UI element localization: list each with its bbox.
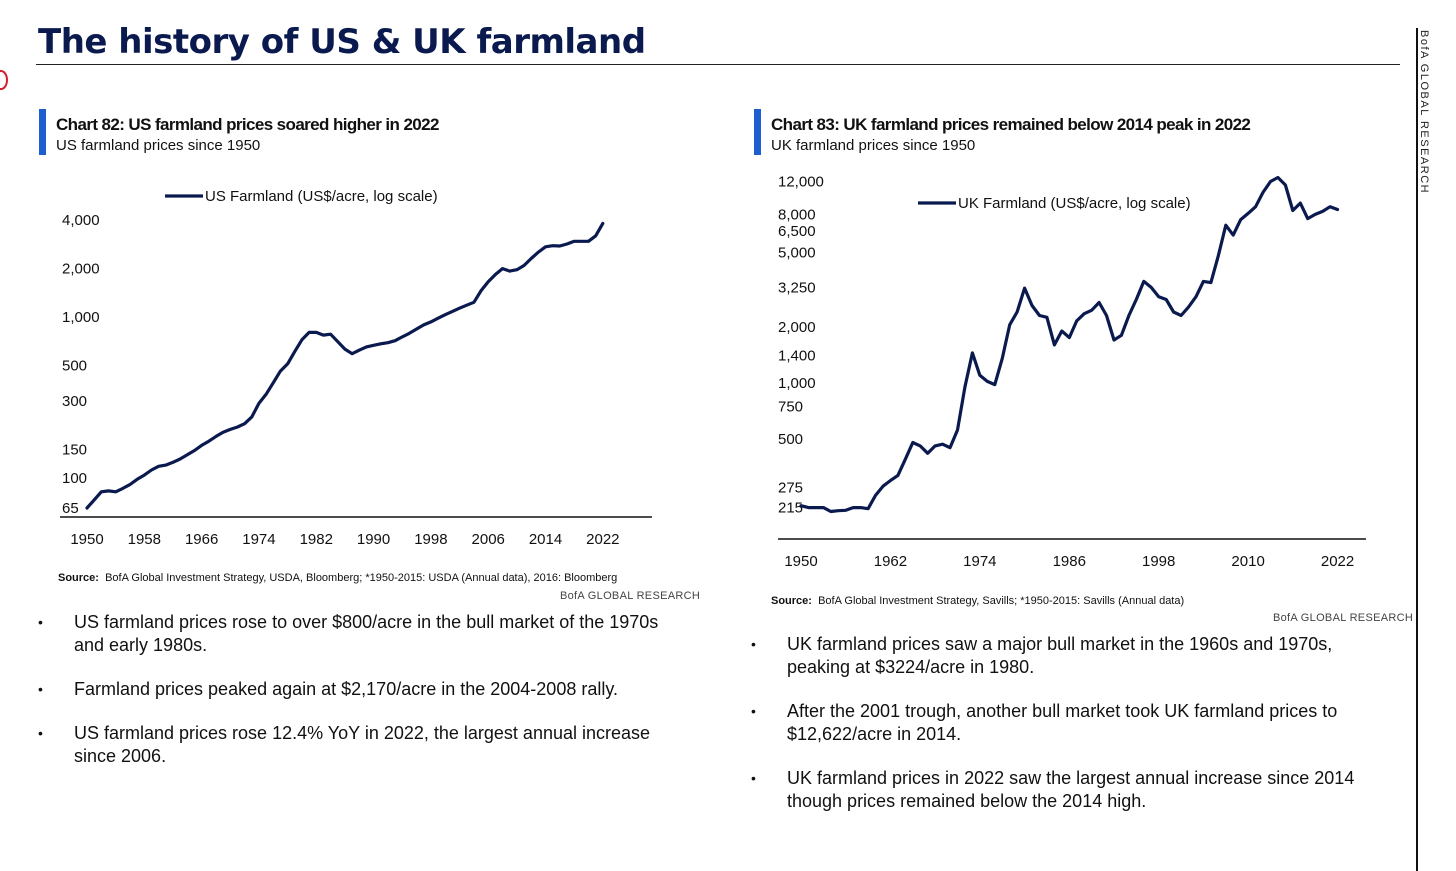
bullet-dot-icon: • [38,681,43,697]
uk-bullet-list: • UK farmland prices saw a major bull mar… [751,633,1391,834]
uk-credit: BofA GLOBAL RESEARCH [1273,612,1414,624]
uk-bullet-text: UK farmland prices in 2022 saw the large… [787,768,1355,811]
us-series-line [85,221,605,510]
us-y-tick-label: 65 [62,500,79,517]
bullet-dot-icon: • [751,703,756,719]
uk-legend-label: UK Farmland (US$/acre, log scale) [958,195,1191,212]
uk-source: Source: BofA Global Investment Strategy,… [771,595,1184,607]
uk-x-tick-label: 1962 [874,553,907,570]
us-x-tick-label: 1982 [300,531,333,548]
uk-y-tick-label: 1,400 [778,348,816,365]
us-x-tick-label: 2022 [586,531,619,548]
us-x-tick-label: 1990 [357,531,390,548]
us-bullet-text: US farmland prices rose 12.4% YoY in 202… [74,723,651,766]
us-bullet-item: • US farmland prices rose 12.4% YoY in 20… [38,722,678,768]
us-bullet-item: • Farmland prices peaked again at $2,170/… [38,678,678,701]
uk-series-line [799,175,1340,514]
uk-bullet-item: • UK farmland prices saw a major bull mar… [751,633,1391,679]
us-source-label: Source: [58,572,99,584]
us-chart-subtitle: US farmland prices since 1950 [56,137,261,154]
us-y-tick-label: 300 [62,393,87,410]
us-bullet-text: US farmland prices rose to over $800/acr… [74,612,659,655]
us-y-tick-label: 2,000 [62,260,100,277]
uk-y-tick-label: 500 [778,431,803,448]
us-x-tick-label: 2014 [529,531,562,548]
us-x-tick-label: 1966 [185,531,218,548]
uk-x-tick-label: 1950 [784,553,817,570]
us-farmland-chart: 65 100 150 300 500 1,000 2,000 4,000 1950 1958 196… [60,188,652,548]
us-x-tick-label: 2006 [472,531,505,548]
uk-x-tick-label: 2010 [1231,553,1264,570]
side-label: BofA GLOBAL RESEARCH [1418,30,1430,195]
uk-y-tick-label: 2,000 [778,319,816,336]
uk-x-tick-label: 1974 [963,553,996,570]
us-y-tick-label: 150 [62,442,87,459]
uk-bullet-item: • After the 2001 trough, another bull mar… [751,700,1391,746]
uk-bullet-item: • UK farmland prices in 2022 saw the larg… [751,767,1391,813]
title-divider [36,64,1400,65]
us-y-tick-label: 500 [62,357,87,374]
uk-y-tick-label: 750 [778,398,803,415]
bullet-dot-icon: • [38,614,43,630]
us-y-tick-label: 4,000 [62,212,100,229]
us-y-tick-label: 100 [62,470,87,487]
uk-y-tick-label: 1,000 [778,375,816,392]
uk-y-tick-label: 12,000 [778,174,824,191]
uk-x-tick-label: 1998 [1142,553,1175,570]
uk-farmland-chart: 215 275 500 750 1,000 1,400 2,000 3,250 5,000 6,5… [778,174,1366,570]
uk-source-label: Source: [771,595,812,607]
uk-x-tick-label: 2022 [1321,553,1354,570]
us-x-tick-label: 1974 [242,531,275,548]
us-y-tick-label: 1,000 [62,309,100,326]
bullet-dot-icon: • [38,725,43,741]
bullet-dot-icon: • [751,636,756,652]
us-legend-label: US Farmland (US$/acre, log scale) [205,188,438,205]
uk-x-tick-label: 1986 [1053,553,1086,570]
us-bullet-item: • US farmland prices rose to over $800/ac… [38,611,678,657]
us-credit: BofA GLOBAL RESEARCH [560,590,701,602]
us-bullet-text: Farmland prices peaked again at $2,170/a… [74,679,619,699]
us-x-tick-label: 1950 [70,531,103,548]
page-title: The history of US & UK farmland [38,22,646,62]
us-accent-bar [39,109,46,155]
uk-y-tick-label: 8,000 [778,206,816,223]
uk-accent-bar [754,109,761,155]
us-x-tick-label: 1958 [128,531,161,548]
uk-bullet-text: UK farmland prices saw a major bull mark… [787,634,1333,677]
uk-source-text: BofA Global Investment Strategy, Savills… [818,595,1185,607]
us-x-tick-label: 1998 [414,531,447,548]
uk-y-tick-label: 215 [778,500,803,517]
uk-bullet-text: After the 2001 trough, another bull mark… [787,701,1338,744]
uk-y-tick-label: 6,500 [778,223,816,240]
uk-y-tick-label: 5,000 [778,245,816,262]
us-source: Source: BofA Global Investment Strategy,… [58,572,617,584]
uk-chart-title: Chart 83: UK farmland prices remained be… [771,115,1251,134]
brand-mark-icon [0,70,8,90]
uk-y-tick-label: 275 [778,480,803,497]
us-source-text: BofA Global Investment Strategy, USDA, B… [105,572,618,584]
uk-y-tick-label: 3,250 [778,279,816,296]
us-chart-title: Chart 82: US farmland prices soared high… [56,115,439,134]
us-bullet-list: • US farmland prices rose to over $800/ac… [38,611,678,789]
uk-chart-subtitle: UK farmland prices since 1950 [771,137,976,154]
side-divider [1416,28,1418,871]
bullet-dot-icon: • [751,770,756,786]
